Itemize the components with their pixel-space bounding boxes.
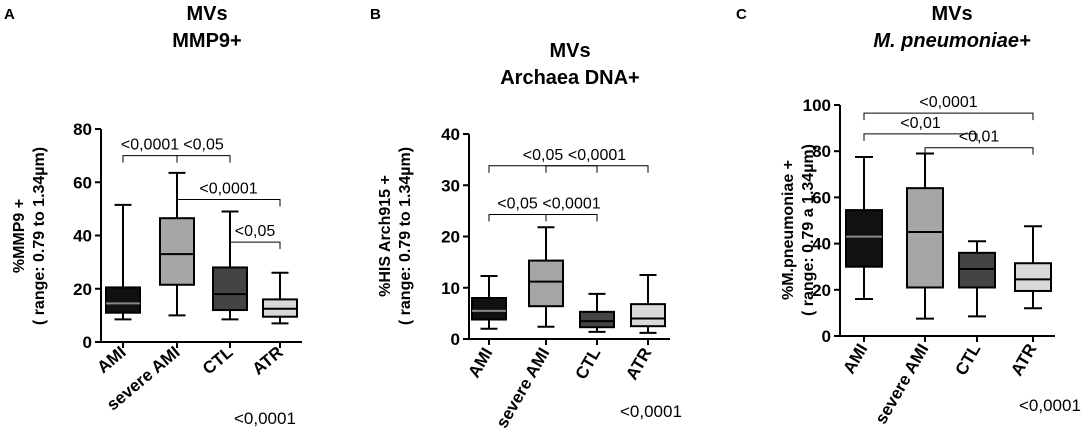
- panel-b-comparison-bracket: [545, 213, 598, 222]
- panel-c-y-tick-label: 0: [822, 327, 831, 346]
- panel-a-y-tick-label: 20: [73, 280, 92, 299]
- panel-a-category-label: AMI: [93, 343, 129, 378]
- panel-title-b-line2: Archaea DNA+: [500, 67, 640, 89]
- panel-c-comparison-bracket: [863, 133, 978, 141]
- panel-a-comparison-bracket: [229, 241, 281, 250]
- panel-title-b-line1: MVs: [549, 40, 590, 62]
- panel-c-y-tick-label: 60: [812, 188, 831, 207]
- panel-b-comparison-label: <0,0001: [542, 195, 600, 212]
- panel-c-comparison-label: <0,01: [900, 115, 941, 132]
- panel-c-y-tick-label: 100: [803, 96, 831, 115]
- panel-c-box: [845, 209, 883, 268]
- panel-a-y-axis-title-line2: ( range: 0.79 to 1.34µm): [31, 147, 48, 325]
- panel-b-y-tick-label: 10: [441, 279, 460, 298]
- panel-a-comparison-label: <0,05: [235, 223, 276, 240]
- panel-a-comparison-label: <0,0001: [199, 181, 257, 198]
- panel-c-category-label: CTL: [951, 341, 984, 379]
- panel-letter-c: C: [736, 6, 747, 23]
- panel-a-y-tick-label: 60: [73, 173, 92, 192]
- overall-p-b: <0,0001: [620, 402, 682, 421]
- panel-b-comparison-label: <0,0001: [568, 147, 626, 164]
- panel-letter-b: B: [370, 6, 381, 23]
- panel-b-y-tick-label: 30: [441, 176, 460, 195]
- panel-title-a-line1: MVs: [186, 3, 227, 25]
- panel-a-comparison-label: <0,0001: [121, 137, 179, 154]
- panel-b-y-axis-title-line2: ( range: 0.79 to 1.34µm): [397, 147, 414, 325]
- panel-a-comparison-bracket: [176, 155, 231, 163]
- panel-title-c-line2: M. pneumoniae+: [873, 30, 1031, 52]
- overall-p-c: <0,0001: [1019, 396, 1081, 415]
- panel-a-y-axis-title-line1: %MMP9 +: [11, 199, 28, 273]
- panel-title-a-line2: MMP9+: [172, 30, 241, 52]
- panel-letter-a: A: [4, 6, 15, 23]
- panel-c-box: [958, 251, 996, 289]
- panel-b-comparison-bracket: [545, 165, 649, 173]
- panel-b-comparison-label: <0,05: [523, 147, 564, 164]
- panel-a-y-tick-label: 40: [73, 227, 92, 246]
- panel-b-y-tick-label: 20: [441, 228, 460, 247]
- panel-b-box: [579, 310, 615, 329]
- overall-p-a: <0,0001: [234, 409, 296, 428]
- panel-c-category-label: AMI: [839, 341, 871, 377]
- panel-b-category-label: ATR: [622, 345, 655, 384]
- panel-b-comparison-bracket: [488, 213, 547, 222]
- panel-a-y-tick-label: 0: [83, 333, 92, 352]
- panel-c-y-axis-title-line1: %M.pneumoniae +: [780, 160, 797, 300]
- panel-a-y-tick-label: 80: [73, 120, 92, 139]
- panel-b-y-tick-label: 0: [451, 330, 460, 349]
- panel-c-y-tick-label: 80: [812, 142, 831, 161]
- panel-b-category-label: CTL: [571, 345, 604, 383]
- panel-c-y-tick-label: 20: [812, 281, 831, 300]
- panel-c-comparison-bracket: [924, 147, 1034, 155]
- panel-b-box: [471, 297, 507, 321]
- panel-c-comparison-bracket: [863, 112, 1034, 121]
- panel-b-y-tick-label: 40: [441, 125, 460, 144]
- panel-a-comparison-bracket: [176, 199, 281, 207]
- panel-b-category-label: AMI: [464, 345, 496, 381]
- panel-a-box: [105, 286, 141, 314]
- panel-c-category-label: severe AMI: [871, 341, 932, 428]
- panel-a-comparison-bracket: [122, 155, 178, 163]
- panel-b-y-axis-title-line1: %HIS Arch915 +: [377, 175, 394, 297]
- panel-c-box: [1014, 262, 1052, 292]
- panel-b-box: [630, 303, 666, 328]
- panel-b-comparison-label: <0,05: [497, 195, 538, 212]
- panel-c-comparison-label: <0,0001: [919, 94, 977, 111]
- panel-b-category-label: severe AMI: [492, 345, 553, 432]
- panel-b-box: [528, 259, 564, 308]
- panel-c-comparison-label: <0,01: [959, 129, 1000, 146]
- panel-a-box: [159, 217, 195, 286]
- panel-c-box: [906, 187, 944, 289]
- panel-a-box: [212, 266, 248, 312]
- panel-title-c-line1: MVs: [931, 3, 972, 25]
- panel-c-category-label: ATR: [1007, 341, 1040, 380]
- panel-a-comparison-label: <0,05: [183, 137, 224, 154]
- panel-c-y-axis-title-line2: ( range: 0.79 a 1.34µm): [800, 144, 817, 316]
- panel-b-comparison-bracket: [488, 165, 598, 173]
- panel-c-y-tick-label: 40: [812, 235, 831, 254]
